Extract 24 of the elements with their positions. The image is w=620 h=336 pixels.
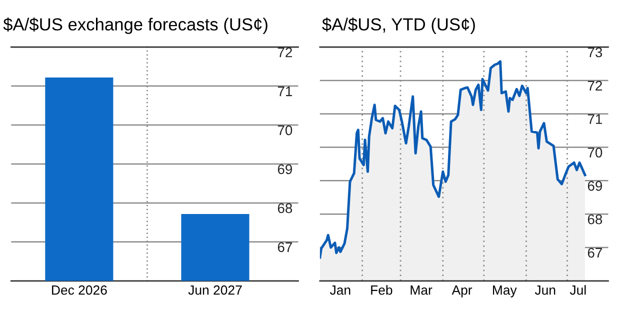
y-tick-label: 72 (278, 47, 292, 58)
chart-title: $A/$US, YTD (US¢) (322, 18, 475, 34)
y-tick-label: 68 (588, 214, 602, 224)
y-tick-label: 72 (588, 80, 602, 91)
y-tick-label: 67 (588, 248, 602, 258)
y-tick-label: 70 (588, 148, 602, 158)
x-tick-label: Jan (330, 286, 350, 295)
x-tick-label: Feb (371, 285, 392, 295)
x-tick-label: Apr (452, 286, 472, 298)
y-tick-label: 73 (588, 47, 602, 58)
x-tick-label: May (492, 286, 517, 298)
y-tick-label: 70 (278, 125, 292, 136)
y-tick-label: 68 (278, 203, 292, 214)
y-tick-label: 67 (278, 242, 292, 252)
x-tick-label: Jul (570, 285, 586, 295)
x-tick-label: Jun (534, 286, 556, 295)
y-tick-label: 69 (278, 164, 292, 174)
chart-title: $A/$US exchange forecasts (US¢) (3, 18, 268, 34)
x-tick-label: Jun 2027 (188, 285, 242, 295)
y-tick-label: 71 (588, 114, 602, 124)
y-tick-label: 69 (588, 181, 602, 191)
x-tick-label: Dec 2026 (52, 285, 107, 295)
y-tick-label: 71 (278, 86, 292, 96)
x-tick-label: Mar (410, 286, 432, 295)
